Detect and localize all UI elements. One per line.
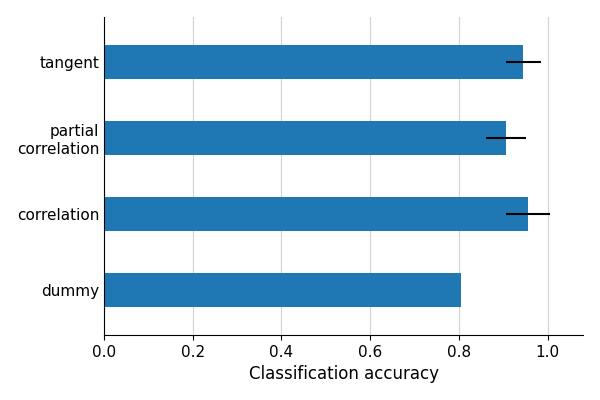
Bar [104, 45, 523, 79]
Bar [104, 197, 528, 231]
Bar [104, 272, 461, 307]
X-axis label: Classification accuracy: Classification accuracy [248, 365, 439, 383]
Bar [104, 121, 506, 155]
